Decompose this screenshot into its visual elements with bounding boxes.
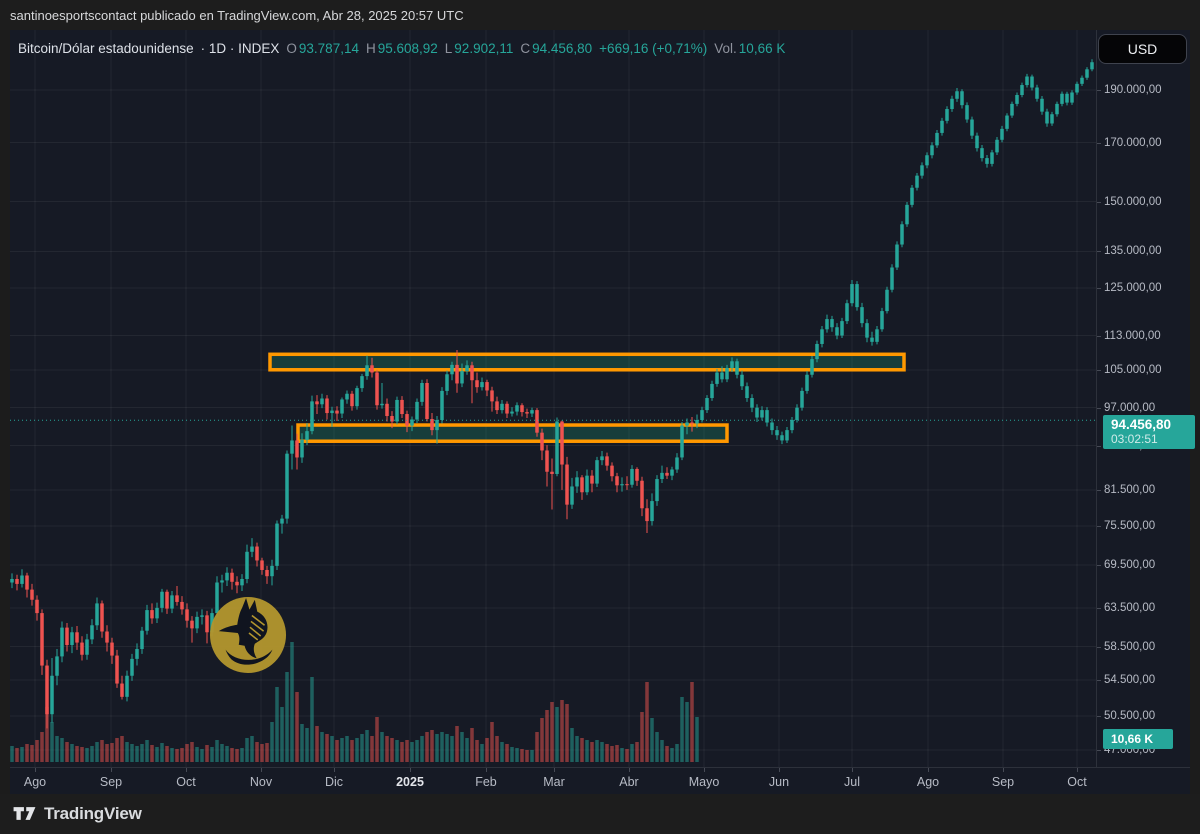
price-axis-label: 170.000,00 (1104, 136, 1162, 149)
time-axis[interactable]: Ago Sep Oct Nov Dic 2025 Feb Mar Abr Mayo Jun Jul Ag… (10, 767, 1190, 794)
price-axis-label: 69.500,00 (1104, 559, 1156, 572)
open-value: 93.787,14 (298, 40, 359, 56)
price-axis-label: 50.500,00 (1104, 710, 1156, 723)
price-axis-label: 81.500,00 (1104, 483, 1156, 496)
price-axis[interactable]: 94.456,80 03:02:51 10,66 K 190.000,00 170… (1096, 30, 1195, 767)
change-value: +669,16 (+0,71%) (599, 40, 708, 56)
time-axis-label: Oct (1067, 775, 1087, 789)
candles (10, 59, 1094, 729)
time-tick (186, 768, 187, 772)
symbol-meta: · 1D · INDEX (200, 40, 280, 56)
footer-bar: TradingView (0, 794, 1200, 834)
price-axis-label: 135.000,00 (1104, 245, 1162, 258)
time-axis-label: Feb (475, 775, 497, 789)
price-axis-label: 63.500,00 (1104, 601, 1156, 614)
price-tick (1097, 750, 1101, 752)
price-tick (1097, 251, 1101, 253)
tradingview-wordmark: TradingView (44, 803, 142, 823)
time-tick (35, 768, 36, 772)
time-tick (629, 768, 630, 772)
symbol-name[interactable]: Bitcoin/Dólar estadounidense (18, 40, 194, 56)
bar-countdown: 03:02:51 (1111, 432, 1158, 447)
time-axis-label: Mar (543, 775, 565, 789)
price-tick (1097, 335, 1101, 337)
price-axis-label: 97.000,00 (1104, 401, 1156, 414)
tradingview-mark-icon (13, 807, 36, 820)
price-tick (1097, 565, 1101, 567)
low-value: 92.902,11 (454, 40, 514, 56)
last-price-badge: 94.456,80 03:02:51 (1103, 415, 1195, 450)
volume-bars (10, 642, 699, 762)
tradingview-logo[interactable]: TradingView (13, 803, 142, 824)
price-tick (1097, 287, 1101, 289)
time-tick (1003, 768, 1004, 772)
price-axis-label: 105.000,00 (1104, 364, 1162, 377)
symbol-header: Bitcoin/Dólar estadounidense · 1D · INDE… (18, 39, 785, 57)
time-tick (486, 768, 487, 772)
time-axis-label: Jul (844, 775, 860, 789)
time-tick (928, 768, 929, 772)
time-tick (1077, 768, 1078, 772)
support-zone (296, 423, 729, 443)
price-axis-label: 190.000,00 (1104, 84, 1162, 96)
time-axis-label: Sep (991, 775, 1015, 789)
volume-badge: 10,66 K (1103, 729, 1173, 749)
attribution-text: santinoesportscontact publicado en Tradi… (10, 8, 464, 23)
time-axis-label: Abr (619, 775, 639, 789)
time-axis-label: Oct (176, 775, 196, 789)
price-tick (1097, 370, 1101, 372)
time-tick (554, 768, 555, 772)
price-tick (1097, 90, 1101, 91)
price-tick (1097, 716, 1101, 718)
close-value: 94.456,80 (532, 40, 593, 56)
time-tick (261, 768, 262, 772)
time-tick (334, 768, 335, 772)
price-axis-label: 58.500,00 (1104, 640, 1156, 653)
chart-window: Bitcoin/Dólar estadounidense · 1D · INDE… (10, 30, 1195, 794)
time-axis-label: Dic (324, 775, 344, 789)
drawing-zones (268, 352, 906, 443)
time-tick (111, 768, 112, 772)
price-axis-label: 125.000,00 (1104, 281, 1162, 294)
high-value: 95.608,92 (377, 40, 438, 56)
price-tick (1097, 607, 1101, 609)
time-tick (410, 768, 411, 772)
price-axis-label: 75.500,00 (1104, 520, 1156, 533)
price-tick (1097, 201, 1101, 203)
time-tick (852, 768, 853, 772)
publication-bar: santinoesportscontact publicado en Tradi… (0, 0, 1200, 30)
price-axis-label: 54.500,00 (1104, 674, 1156, 687)
time-axis-label: Ago (23, 775, 47, 789)
time-axis-label: Mayo (688, 775, 720, 789)
last-price-value: 94.456,80 (1111, 417, 1172, 433)
open-label: O (286, 40, 297, 56)
volume-label: Vol. (714, 40, 737, 56)
time-axis-label: 2025 (396, 775, 424, 789)
chart-pane[interactable]: Bitcoin/Dólar estadounidense · 1D · INDE… (10, 30, 1096, 767)
price-tick (1097, 680, 1101, 682)
volume-value: 10,66 K (738, 40, 786, 56)
price-axis-label: 150.000,00 (1104, 195, 1162, 208)
currency-toggle-button[interactable]: USD (1098, 34, 1187, 64)
low-label: L (444, 40, 453, 56)
time-tick (704, 768, 705, 772)
price-axis-label: 113.000,00 (1104, 329, 1161, 342)
time-axis-label: Sep (99, 775, 123, 789)
price-tick (1097, 646, 1101, 648)
price-tick (1097, 445, 1101, 447)
price-tick (1097, 526, 1101, 528)
time-tick (779, 768, 780, 772)
time-axis-label: Jun (768, 775, 790, 789)
resistance-zone (268, 352, 906, 372)
candlestick-chart[interactable] (10, 30, 1096, 767)
price-tick (1097, 142, 1101, 144)
gridlines (10, 30, 1096, 767)
high-label: H (365, 40, 376, 56)
anubis-coin-watermark (209, 596, 287, 674)
close-label: C (520, 40, 531, 56)
time-axis-label: Nov (249, 775, 273, 789)
price-tick (1097, 489, 1101, 491)
time-axis-label: Ago (916, 775, 940, 789)
price-tick (1097, 407, 1101, 409)
